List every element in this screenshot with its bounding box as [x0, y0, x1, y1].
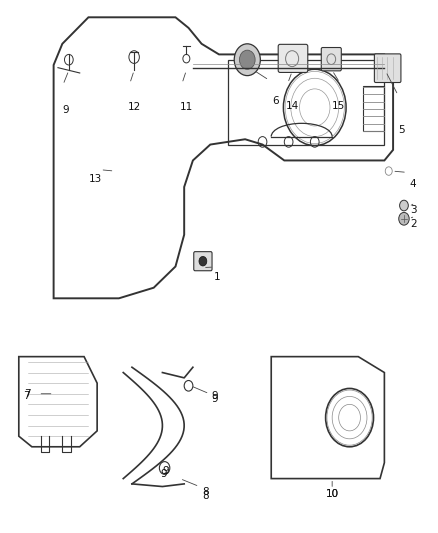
Text: 13: 13 [88, 174, 102, 184]
Text: 10: 10 [325, 489, 339, 499]
Text: 11: 11 [180, 102, 193, 112]
Circle shape [399, 200, 408, 211]
Text: 9: 9 [162, 466, 169, 475]
Text: 3: 3 [410, 205, 417, 215]
FancyBboxPatch shape [278, 44, 308, 72]
Text: 9: 9 [160, 470, 166, 479]
Bar [363, 86, 385, 131]
Text: 7: 7 [24, 389, 31, 399]
Text: 12: 12 [127, 102, 141, 112]
Circle shape [199, 256, 207, 266]
Text: 8: 8 [202, 487, 208, 497]
Text: 6: 6 [272, 95, 279, 106]
FancyBboxPatch shape [194, 252, 212, 271]
Text: 14: 14 [286, 101, 299, 111]
Text: 5: 5 [399, 125, 405, 135]
Text: 10: 10 [325, 489, 339, 499]
FancyBboxPatch shape [374, 54, 401, 83]
Circle shape [234, 44, 260, 76]
Text: 15: 15 [332, 101, 345, 111]
Text: 4: 4 [410, 179, 417, 189]
FancyBboxPatch shape [321, 47, 341, 71]
Circle shape [399, 213, 409, 225]
Text: 9: 9 [212, 394, 218, 404]
Circle shape [240, 50, 255, 69]
Text: 2: 2 [410, 219, 417, 229]
Text: 9: 9 [212, 391, 218, 401]
Text: 1: 1 [213, 272, 220, 282]
Text: 7: 7 [23, 391, 30, 401]
Text: 9: 9 [63, 105, 69, 115]
Text: 8: 8 [202, 490, 208, 500]
